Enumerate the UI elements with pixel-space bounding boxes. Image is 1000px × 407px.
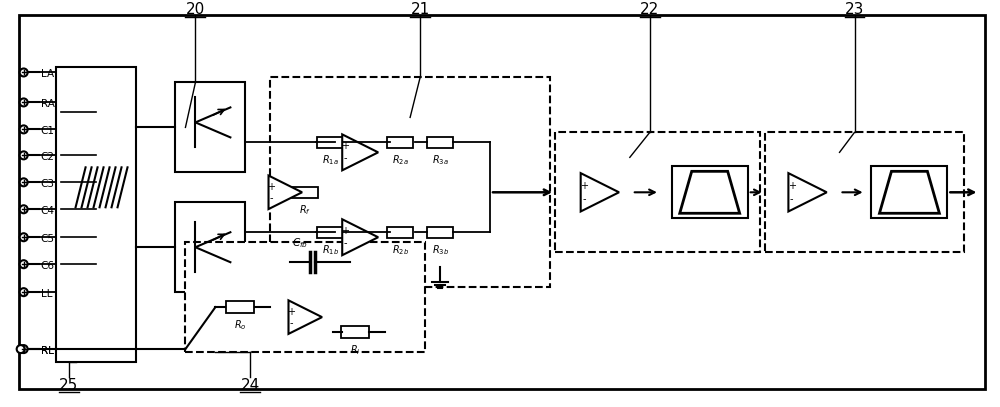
Circle shape (20, 68, 28, 77)
Circle shape (20, 98, 28, 106)
Text: +: + (788, 181, 796, 191)
Text: +: + (287, 306, 295, 317)
Bar (175, 83, 245, 172)
Text: -: - (790, 194, 793, 204)
Text: 21: 21 (410, 2, 430, 17)
Text: RL: RL (41, 346, 54, 356)
Text: $R_{3a}$: $R_{3a}$ (432, 153, 448, 166)
Bar (226, 301, 254, 313)
Bar (317, 137, 343, 148)
Polygon shape (342, 219, 378, 255)
Circle shape (20, 288, 28, 296)
Text: -: - (270, 193, 273, 203)
Text: $R_{1b}$: $R_{1b}$ (322, 243, 339, 256)
Text: C1: C1 (41, 127, 55, 136)
Text: LA: LA (41, 70, 54, 79)
Polygon shape (680, 171, 740, 213)
Polygon shape (288, 300, 322, 334)
Bar (387, 227, 413, 238)
Circle shape (20, 345, 28, 353)
Polygon shape (342, 134, 378, 171)
Text: LL: LL (41, 289, 52, 299)
Circle shape (20, 205, 28, 213)
Text: $R_{3b}$: $R_{3b}$ (432, 243, 449, 256)
Bar (427, 137, 453, 148)
Text: +: + (267, 182, 275, 192)
Text: C3: C3 (41, 179, 55, 189)
Text: $R_{2a}$: $R_{2a}$ (392, 153, 409, 166)
Bar (871, 166, 947, 218)
Polygon shape (269, 175, 302, 209)
Text: $R_f$: $R_f$ (299, 203, 311, 217)
Bar (765, 132, 964, 252)
Text: $R_{1a}$: $R_{1a}$ (322, 153, 339, 166)
Bar (555, 132, 760, 252)
Text: $R_i$: $R_i$ (350, 343, 361, 357)
Text: 24: 24 (241, 378, 260, 392)
Bar (341, 326, 369, 338)
Circle shape (20, 233, 28, 241)
Text: 23: 23 (845, 2, 864, 17)
Bar (56, 68, 136, 362)
Text: -: - (343, 153, 347, 163)
Text: RL: RL (41, 346, 54, 356)
Text: +: + (341, 141, 349, 151)
Text: $C_{fb}$: $C_{fb}$ (292, 236, 308, 250)
Text: -: - (582, 194, 586, 204)
Bar (270, 77, 550, 287)
Bar (175, 202, 245, 292)
Polygon shape (581, 173, 619, 212)
Text: RA: RA (41, 99, 55, 109)
Bar (387, 137, 413, 148)
Polygon shape (788, 173, 827, 212)
Bar (672, 166, 748, 218)
Text: 25: 25 (59, 378, 78, 392)
Text: C4: C4 (41, 206, 55, 216)
Text: C5: C5 (41, 234, 55, 244)
Circle shape (20, 125, 28, 133)
Bar (427, 227, 453, 238)
Circle shape (17, 345, 25, 353)
Bar (185, 242, 425, 352)
Text: -: - (290, 318, 293, 328)
Polygon shape (879, 171, 939, 213)
Text: 22: 22 (640, 2, 659, 17)
Bar (292, 187, 318, 198)
Circle shape (20, 260, 28, 268)
Text: C2: C2 (41, 152, 55, 162)
Text: +: + (580, 181, 588, 191)
Circle shape (20, 151, 28, 160)
Circle shape (20, 178, 28, 186)
Text: $R_{2b}$: $R_{2b}$ (392, 243, 409, 256)
Text: 20: 20 (186, 2, 205, 17)
Text: C6: C6 (41, 261, 55, 271)
Bar (317, 227, 343, 238)
Text: +: + (341, 226, 349, 236)
Text: $R_o$: $R_o$ (234, 318, 247, 332)
Text: -: - (343, 238, 347, 248)
